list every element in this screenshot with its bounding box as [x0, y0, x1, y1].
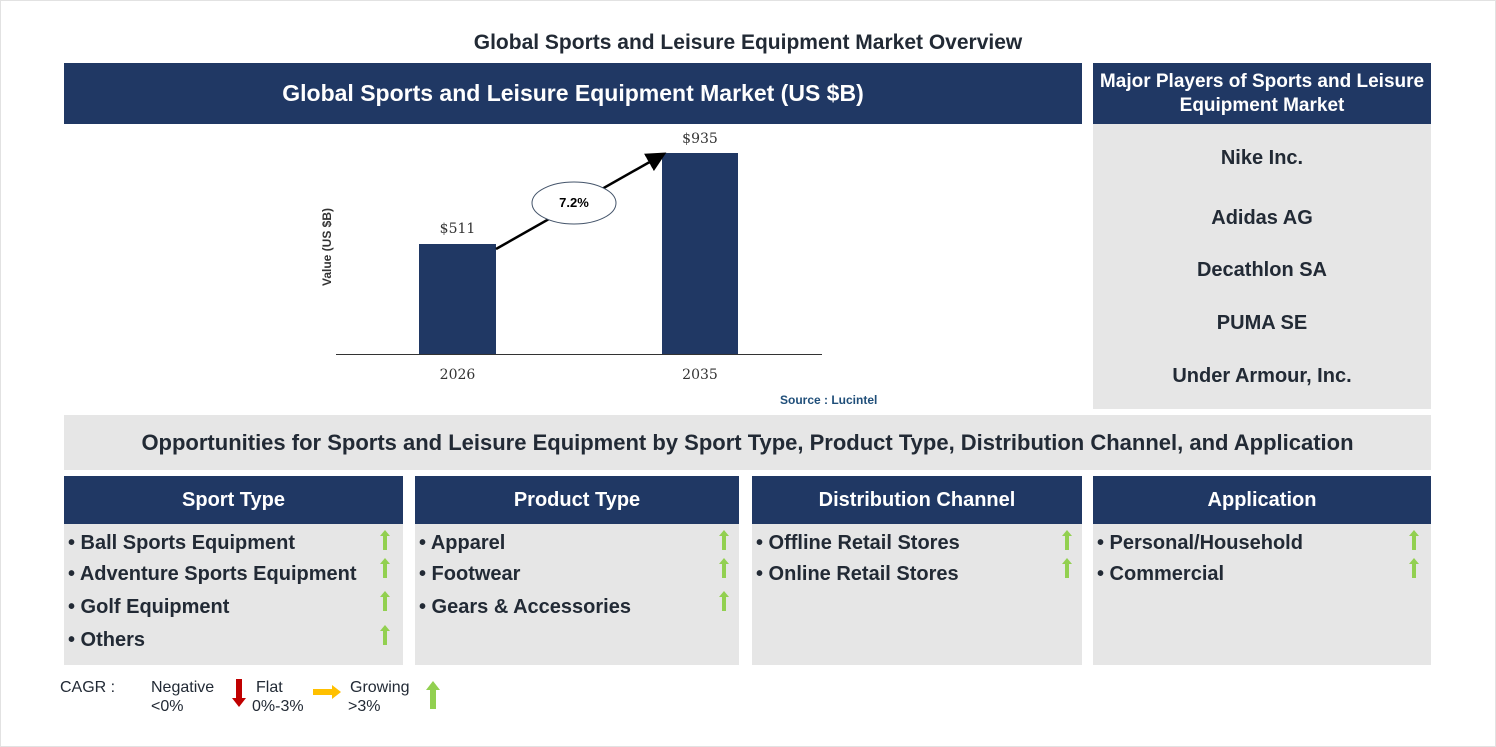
legend-negative-range: <0% [151, 698, 184, 715]
page-title: Global Sports and Leisure Equipment Mark… [473, 31, 1023, 54]
bar-2035 [662, 153, 738, 354]
segment-body-product-type: • Apparel • Footwear • Gears & Accessori… [415, 524, 739, 665]
right-arrow-icon [313, 685, 341, 699]
cagr-legend: CAGR : Negative <0% Flat 0%-3% Growing >… [60, 677, 480, 722]
legend-negative-name: Negative [151, 679, 215, 696]
segment-item: • Gears & Accessories [419, 596, 631, 618]
segment-item: • Commercial [1097, 563, 1225, 585]
up-arrow-icon [380, 558, 390, 578]
x-tick-2026: 2026 [439, 367, 476, 383]
segment-item: • Offline Retail Stores [756, 532, 960, 554]
up-arrow-icon [1062, 558, 1072, 578]
segment-item: • Personal/Household [1097, 532, 1303, 554]
value-label-2026: $511 [439, 221, 476, 237]
segment-item: • Online Retail Stores [756, 563, 959, 585]
value-label-2035: $935 [682, 131, 718, 147]
up-arrow-icon [380, 591, 390, 611]
legend-flat-name: Flat [256, 679, 283, 696]
cagr-label: 7.2% [559, 195, 589, 210]
player-item: Under Armour, Inc. [1172, 365, 1352, 387]
bar-2026 [419, 244, 496, 354]
segment-item: • Others [68, 629, 146, 651]
up-arrow-icon [719, 591, 729, 611]
up-arrow-icon [719, 530, 729, 550]
segment-item: • Adventure Sports Equipment [68, 563, 357, 585]
up-arrow-icon [426, 681, 440, 709]
x-tick-2035: 2035 [682, 367, 718, 383]
segment-body-sport-type: • Ball Sports Equipment • Adventure Spor… [64, 524, 403, 665]
legend-flat-range: 0%-3% [252, 698, 304, 715]
up-arrow-icon [1409, 530, 1419, 550]
player-item: PUMA SE [1216, 312, 1308, 334]
players-list: Nike Inc. Adidas AG Decathlon SA PUMA SE… [1093, 124, 1431, 409]
up-arrow-icon [380, 625, 390, 645]
up-arrow-icon [719, 558, 729, 578]
segment-header-distribution-channel: Distribution Channel [752, 476, 1082, 524]
up-arrow-icon [1409, 558, 1419, 578]
up-arrow-icon [380, 530, 390, 550]
opportunities-banner: Opportunities for Sports and Leisure Equ… [64, 415, 1431, 470]
segment-item: • Apparel [419, 532, 506, 554]
legend-growing-range: >3% [348, 698, 381, 715]
source-label: Source : Lucintel [780, 393, 878, 407]
segment-body-distribution-channel: • Offline Retail Stores • Online Retail … [752, 524, 1082, 665]
player-item: Decathlon SA [1196, 259, 1328, 281]
player-item: Adidas AG [1211, 207, 1313, 229]
up-arrow-icon [1062, 530, 1072, 550]
growth-arrow-icon [495, 152, 667, 251]
segment-item: • Golf Equipment [68, 596, 230, 618]
x-axis-line [336, 354, 822, 355]
legend-growing-name: Growing [350, 679, 410, 696]
bar-chart: Value (US $B) $511 $935 2026 2035 7.2% S… [300, 125, 877, 415]
chart-header: Global Sports and Leisure Equipment Mark… [64, 63, 1082, 124]
segment-header-sport-type: Sport Type [64, 476, 403, 524]
legend-label: CAGR : [60, 679, 116, 696]
segment-item: • Footwear [419, 563, 521, 585]
players-header: Major Players of Sports and Leisure Equi… [1093, 63, 1431, 124]
segment-header-product-type: Product Type [415, 476, 739, 524]
segment-item: • Ball Sports Equipment [68, 532, 296, 554]
segment-body-application: • Personal/Household • Commercial [1093, 524, 1431, 665]
segment-header-application: Application [1093, 476, 1431, 524]
player-item: Nike Inc. [1220, 147, 1304, 169]
down-arrow-icon [232, 679, 246, 707]
